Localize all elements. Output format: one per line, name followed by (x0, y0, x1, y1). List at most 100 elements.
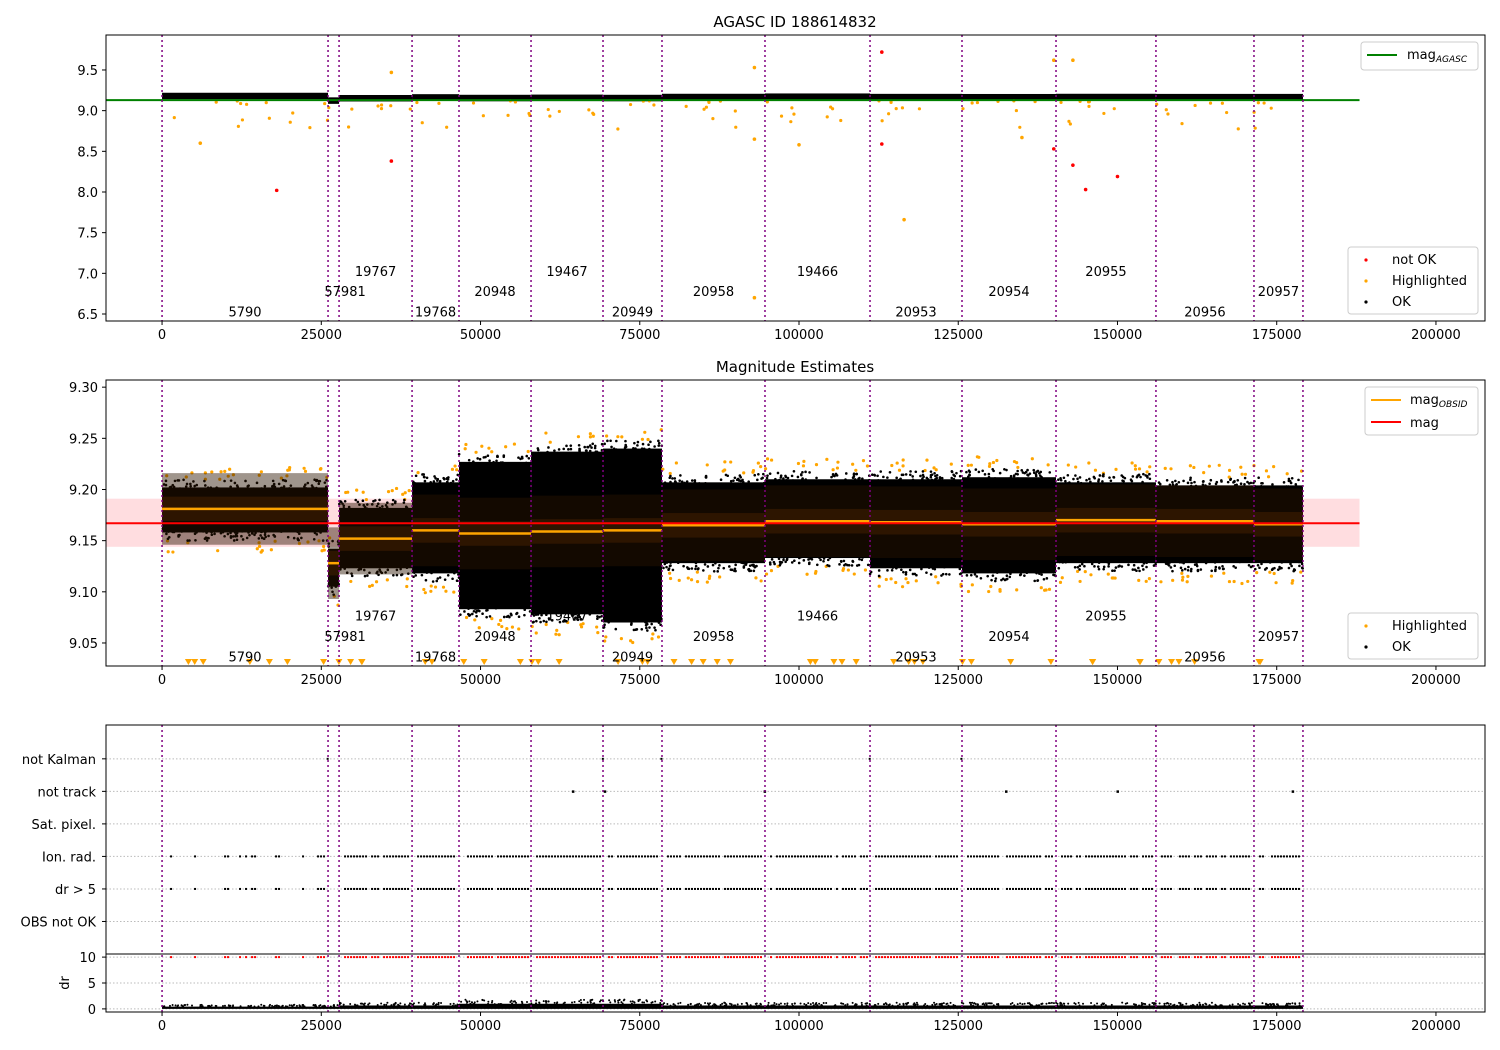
dr-point (1248, 1004, 1251, 1007)
highlighted-point (226, 474, 230, 478)
highlighted-point (836, 460, 840, 464)
highlighted-point (708, 574, 712, 578)
ok-point (762, 481, 766, 485)
highlighted-point (790, 106, 794, 110)
ok-point (413, 571, 416, 574)
dr-clipped-point (862, 956, 865, 959)
flag-dr-gt-5 (469, 887, 472, 890)
flag-ion-rad (417, 855, 420, 858)
highlighted-point (288, 120, 292, 124)
chart-title-1: AGASC ID 188614832 (713, 13, 876, 31)
ok-point (911, 572, 915, 576)
dr-point (468, 1000, 471, 1003)
flag-ion-rad (593, 855, 596, 858)
flag-dr-gt-5 (829, 887, 832, 890)
flag-dr-gt-5 (1178, 887, 1181, 890)
ok-point (259, 534, 262, 537)
ok-point (648, 447, 651, 451)
dr-clipped-point (1241, 956, 1244, 959)
highlighted-point (851, 462, 855, 466)
highlighted-point (471, 101, 476, 105)
highlighted-point (643, 430, 647, 434)
dr-clipped-point (835, 956, 838, 959)
ok-point (736, 483, 740, 486)
highlighted-point (513, 100, 518, 104)
highlighted-point (987, 464, 992, 468)
dr-clipped-point (323, 956, 326, 959)
dr-clipped-point (484, 956, 487, 959)
flag-ion-rad (1094, 855, 1097, 858)
highlighted-point (273, 539, 277, 543)
flag-ion-rad (1008, 855, 1011, 858)
flag-dr-gt-5 (1005, 887, 1008, 890)
ok-point (317, 479, 321, 483)
flag-dr-gt-5 (1235, 887, 1238, 890)
y-tick-label: 9.20 (69, 483, 98, 498)
dr-clipped-point (626, 956, 629, 959)
flag-ion-rad (759, 855, 762, 858)
ok-point (287, 487, 291, 490)
highlighted-point (245, 102, 249, 106)
highlighted-point (218, 477, 222, 481)
flag-dr-gt-5 (566, 887, 569, 890)
flag-ion-rad (808, 855, 811, 858)
dr-point (464, 998, 467, 1001)
ok-point (1137, 566, 1140, 570)
flag-ion-rad (1044, 855, 1047, 858)
flag-dr-gt-5 (623, 887, 626, 890)
ok-point (668, 484, 671, 487)
dr-clipped-point (1094, 956, 1097, 959)
obsid-label: 19767 (355, 265, 396, 280)
flag-ion-rad (905, 855, 908, 858)
flag-dr-gt-5 (1273, 887, 1276, 890)
highlighted-point (481, 114, 485, 118)
highlighted-point (961, 107, 965, 111)
out-of-range-marker (1175, 659, 1183, 665)
dr-point (1028, 1002, 1031, 1005)
dr-clipped-point (560, 956, 563, 959)
flag-ion-rad (687, 855, 690, 858)
ok-point (909, 470, 912, 473)
dr-clipped-point (805, 956, 808, 959)
ok-point (662, 483, 666, 487)
dr-point (487, 1000, 490, 1003)
highlighted-point (1076, 569, 1080, 574)
dr-point (1121, 1001, 1124, 1004)
ok-point (636, 444, 639, 447)
flag-ion-rad (826, 855, 829, 858)
dr-clipped-point (644, 956, 647, 959)
x-tick-label: 100000 (774, 673, 824, 688)
dr-point (851, 1001, 854, 1004)
flag-ion-rad (865, 855, 868, 858)
dr-clipped-point (823, 956, 826, 959)
flag-dr-gt-5 (1124, 887, 1127, 890)
y-tick-label: 8.5 (77, 145, 98, 160)
flag-ion-rad (926, 855, 929, 858)
flag-dr-gt-5 (551, 887, 554, 890)
highlighted-point (576, 435, 581, 439)
ok-point (496, 455, 499, 459)
ok-point (395, 568, 399, 572)
dr-clipped-point (581, 956, 584, 959)
highlighted-point (729, 460, 733, 464)
ok-point (315, 533, 319, 536)
highlighted-point (884, 577, 888, 582)
ok-point (712, 569, 716, 573)
highlighted-point (1059, 100, 1063, 105)
ok-point (447, 476, 450, 479)
dr-point (730, 1003, 733, 1006)
dr-point (621, 1002, 624, 1005)
ok-point (838, 563, 841, 566)
ok-point (1200, 559, 1204, 562)
highlighted-point (1068, 122, 1072, 126)
flag-ion-rad (966, 855, 969, 858)
dr-point (1104, 1004, 1107, 1007)
ok-point (1215, 480, 1219, 484)
highlighted-point (1039, 586, 1043, 590)
ok-point (857, 563, 861, 567)
flag-dr-gt-5 (517, 887, 520, 890)
ok-point (551, 610, 555, 614)
dr-point (1019, 1002, 1022, 1005)
y-tick-label: 7.0 (77, 267, 98, 282)
dr-point (844, 1004, 847, 1007)
